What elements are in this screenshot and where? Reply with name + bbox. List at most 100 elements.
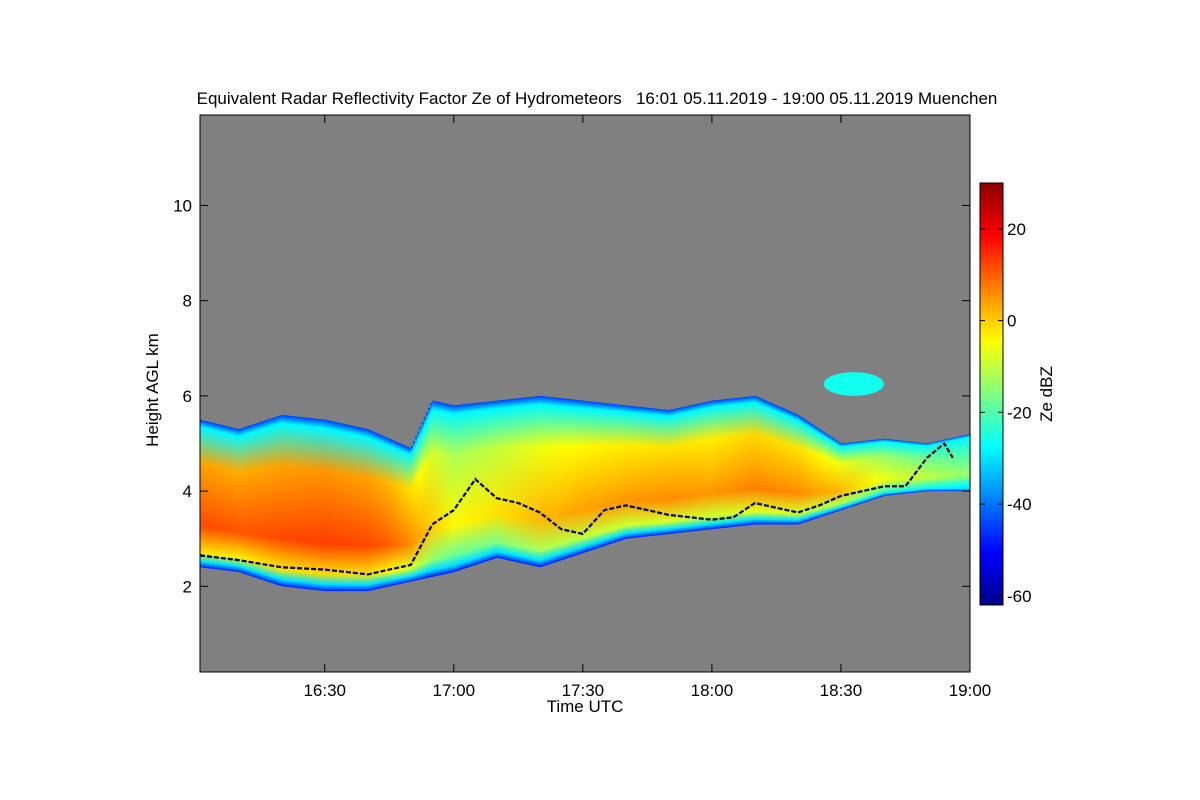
cloud-column [836,441,840,512]
cloud-column [776,405,780,525]
cloud-column [593,401,597,550]
cloud-column [249,425,253,576]
cloud-column [952,437,956,492]
cloud-column [597,402,601,548]
cloud-column [797,415,801,525]
cloud-column [230,427,233,572]
cloud-column [752,395,756,525]
cloud-column [920,442,924,492]
cloud-column [825,434,829,515]
colorbar-tick-label: 0 [1007,312,1016,331]
colorbar-ticks: 20 0 -20 -40 -60 [980,220,1032,606]
cloud-column [507,399,511,561]
cloud-column [922,443,926,492]
cloud-column [311,418,315,590]
cloud-column [329,420,332,592]
cloud-column [838,442,842,511]
cloud-column [772,403,775,525]
cloud-column [933,441,937,492]
cloud-column [655,408,659,536]
cloud-column [533,396,537,567]
cloud-column [692,404,696,532]
cloud-column [767,402,771,525]
cloud-column [965,434,969,492]
cloud-column [208,422,212,569]
x-axis: 16:30 17:00 17:30 18:00 18:30 19:00 [303,115,991,700]
cloud-column [600,402,603,547]
cloud-column [840,443,844,510]
x-tick-label: 16:30 [303,681,346,700]
cloud-column [604,403,608,546]
cloud-column [432,400,436,577]
cloud-column [585,400,588,552]
cloud-column [944,439,947,492]
cloud-column [808,422,812,521]
cloud-column [817,428,821,518]
cloud-column [729,398,732,528]
cloud-column [453,405,457,572]
cloud-column [668,409,672,534]
cloud-column [384,437,388,588]
cloud-column [800,417,803,524]
cloud-column [892,439,896,495]
cloud-column [498,400,502,559]
cloud-column [447,404,451,574]
cloud-column [290,415,294,588]
cloud-column [572,399,575,557]
cloud-column [221,425,225,571]
cloud-column [309,418,313,590]
cloud-column [849,442,853,507]
cloud-column [219,424,223,570]
upper-cloud-patch [823,372,884,396]
cloud-column [707,401,711,530]
cloud-column [421,422,425,579]
cloud-column [926,443,930,492]
colorbar: 20 0 -20 -40 -60 Ze dBZ [979,182,1056,606]
cloud-column [352,426,356,592]
cloud-column [477,402,481,564]
cloud-column [438,402,442,576]
x-tick-label: 18:00 [691,681,734,700]
cloud-column [632,406,636,538]
cloud-column [503,399,507,560]
cloud-column [466,403,470,568]
cloud-column [253,423,257,578]
cloud-column [427,407,431,578]
cloud-column [363,428,367,592]
cloud-column [703,402,707,531]
cloud-column [888,439,892,496]
cloud-column [711,400,715,530]
cloud-column [550,397,554,564]
cloud-column [286,415,289,587]
cloud-column [303,417,306,589]
cloud-column [810,424,814,520]
y-tick-label: 2 [183,577,192,596]
cloud-column [815,427,818,519]
cloud-column [929,442,932,492]
cloud-column [690,405,694,532]
melting-layer-line [199,441,954,576]
cloud-column [942,439,945,492]
cloud-column [914,442,917,493]
cloud-column [227,426,231,571]
cloud-column [333,421,337,592]
cloud-column [750,396,754,525]
cloud-column [640,407,644,537]
cloud-column [961,435,965,492]
cloud-column [679,407,683,533]
cloud-column [357,427,360,592]
cloud-column [886,439,889,496]
cloud-column [223,425,227,571]
cloud-column [832,438,836,513]
cloud-column [440,402,444,575]
cloud-column [215,423,218,570]
cloud-column [924,443,928,492]
cloud-column [460,404,464,570]
cloud-column [494,400,498,559]
cloud-column [630,405,633,539]
cloud-column [765,401,769,525]
cloud-column [268,418,272,583]
colorbar-tick-label: 20 [1007,220,1026,239]
cloud-column [782,408,786,525]
cloud-column [320,419,324,591]
